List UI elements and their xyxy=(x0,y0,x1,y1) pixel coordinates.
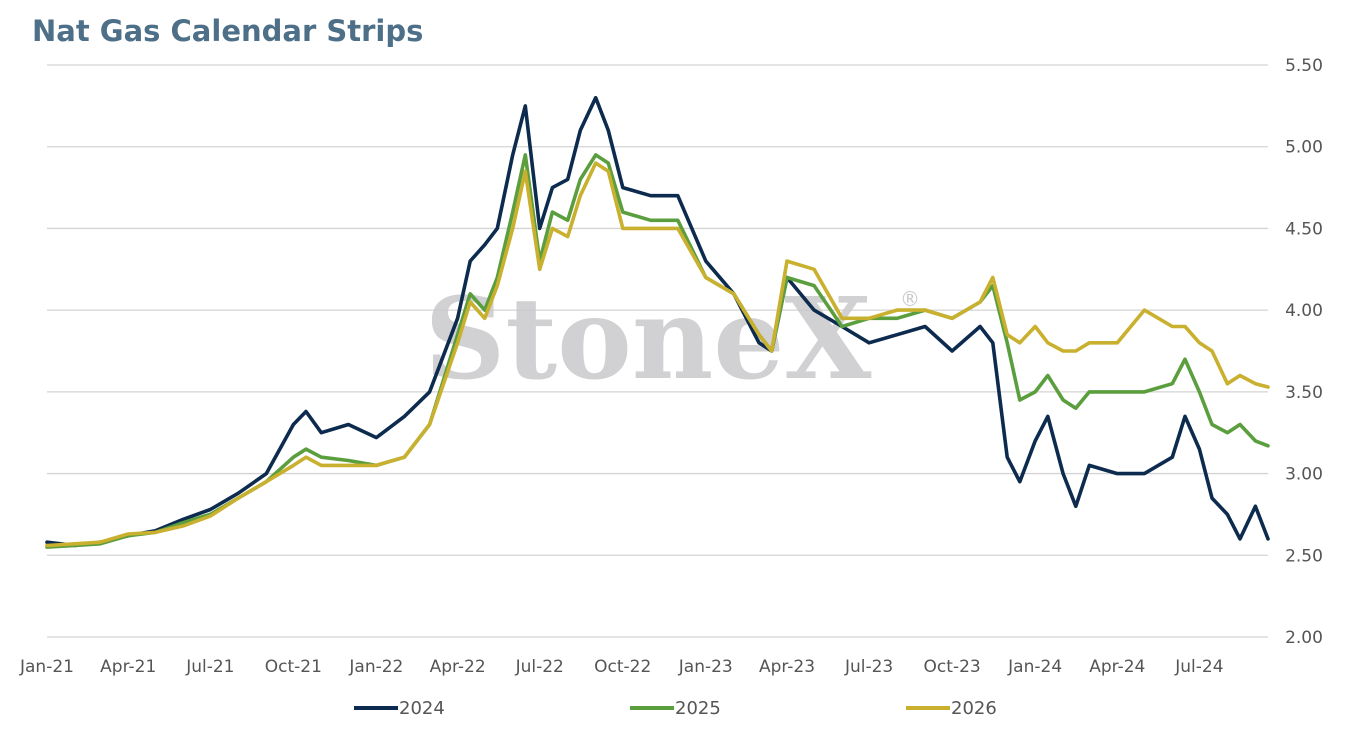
legend-label-2024: 2024 xyxy=(399,698,445,719)
legend-label-2026: 2026 xyxy=(951,698,997,719)
x-tick-label: Oct-22 xyxy=(594,657,651,677)
series-line-2026 xyxy=(45,161,1270,548)
y-tick-label: 2.50 xyxy=(1285,546,1323,566)
x-tick-label: Jan-23 xyxy=(678,657,733,677)
y-tick-label: 3.00 xyxy=(1285,465,1323,485)
y-tick-label: 4.50 xyxy=(1285,219,1323,239)
x-tick-label: Apr-23 xyxy=(759,657,815,677)
x-tick-label: Jan-24 xyxy=(1007,657,1062,677)
y-tick-label: 4.00 xyxy=(1285,301,1323,321)
y-tick-label: 2.00 xyxy=(1285,628,1323,648)
x-tick-label: Jul-24 xyxy=(1174,657,1223,677)
x-tick-label: Apr-22 xyxy=(430,657,486,677)
legend: 2024 2025 2026 xyxy=(354,698,997,719)
x-tick-label: Oct-21 xyxy=(265,657,322,677)
x-axis-ticks: Jan-21 Apr-21 Jul-21 Oct-21 Jan-22 Apr-22 Jul-… xyxy=(19,657,1224,677)
y-axis-ticks: 2.00 2.50 3.00 3.50 4.00 4.50 5.00 5.50 xyxy=(1285,56,1323,648)
series-line-2025 xyxy=(45,153,1270,549)
x-tick-label: Jul-22 xyxy=(515,657,564,677)
series-line-2024 xyxy=(45,95,1270,548)
y-tick-label: 3.50 xyxy=(1285,383,1323,403)
y-tick-label: 5.00 xyxy=(1285,138,1323,158)
x-tick-label: Apr-21 xyxy=(100,657,156,677)
watermark-registered: ® xyxy=(900,287,920,311)
chart-title: Nat Gas Calendar Strips xyxy=(32,14,424,48)
x-tick-label: Oct-23 xyxy=(924,657,981,677)
x-tick-label: Jan-21 xyxy=(19,657,74,677)
x-tick-label: Jan-22 xyxy=(348,657,403,677)
y-tick-label: 5.50 xyxy=(1285,56,1323,76)
x-tick-label: Jul-23 xyxy=(844,657,893,677)
legend-label-2025: 2025 xyxy=(675,698,721,719)
x-tick-label: Jul-21 xyxy=(185,657,234,677)
watermark-text: StoneX xyxy=(425,274,872,405)
x-tick-label: Apr-24 xyxy=(1089,657,1145,677)
series-lines xyxy=(45,95,1270,549)
watermark: StoneX ® xyxy=(425,274,920,405)
